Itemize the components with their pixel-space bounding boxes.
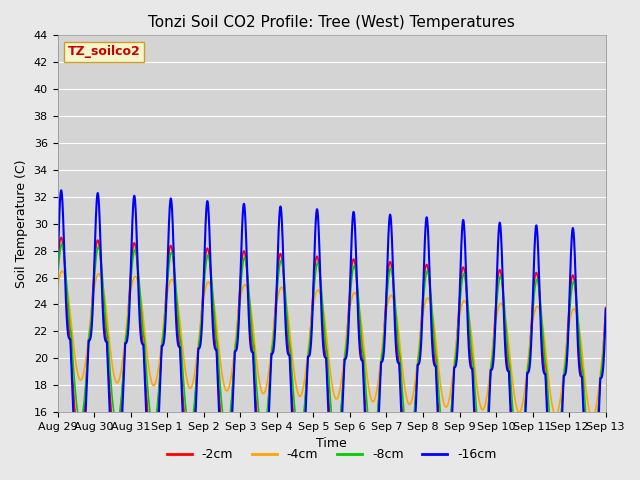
-2cm [602,305,609,311]
-8cm [588,456,596,461]
-2cm [312,261,319,267]
-16cm [486,393,493,398]
Title: Tonzi Soil CO2 Profile: Tree (West) Temperatures: Tonzi Soil CO2 Profile: Tree (West) Temp… [148,15,515,30]
Line: -2cm: -2cm [58,238,605,479]
-4cm [424,295,432,301]
-8cm [54,276,61,282]
-16cm [58,188,65,193]
-4cm [454,321,462,326]
-16cm [602,322,609,327]
-16cm [152,463,160,469]
-4cm [312,293,319,299]
-8cm [602,316,609,322]
-16cm [312,230,319,236]
Legend: -2cm, -4cm, -8cm, -16cm: -2cm, -4cm, -8cm, -16cm [161,443,502,466]
-2cm [54,264,61,270]
Line: -4cm: -4cm [58,271,605,418]
-4cm [486,372,493,378]
-4cm [58,268,66,274]
-16cm [54,266,61,272]
-2cm [486,384,493,390]
-2cm [58,235,65,240]
-8cm [602,324,609,329]
-2cm [588,476,595,480]
-8cm [152,413,160,419]
-4cm [602,327,609,333]
Y-axis label: Soil Temperature (C): Soil Temperature (C) [15,159,28,288]
-16cm [454,325,462,331]
-8cm [312,273,319,279]
-2cm [424,267,432,273]
-8cm [454,320,462,326]
-4cm [602,324,609,330]
-4cm [54,284,61,289]
-4cm [152,378,160,384]
X-axis label: Time: Time [316,437,347,450]
-16cm [602,306,609,312]
-8cm [486,386,493,392]
-4cm [588,415,596,421]
-16cm [424,231,432,237]
-8cm [58,241,66,247]
-2cm [454,310,462,316]
-2cm [152,425,160,431]
Line: -16cm: -16cm [58,191,605,480]
Line: -8cm: -8cm [58,244,605,458]
-2cm [602,312,609,318]
-8cm [424,270,432,276]
